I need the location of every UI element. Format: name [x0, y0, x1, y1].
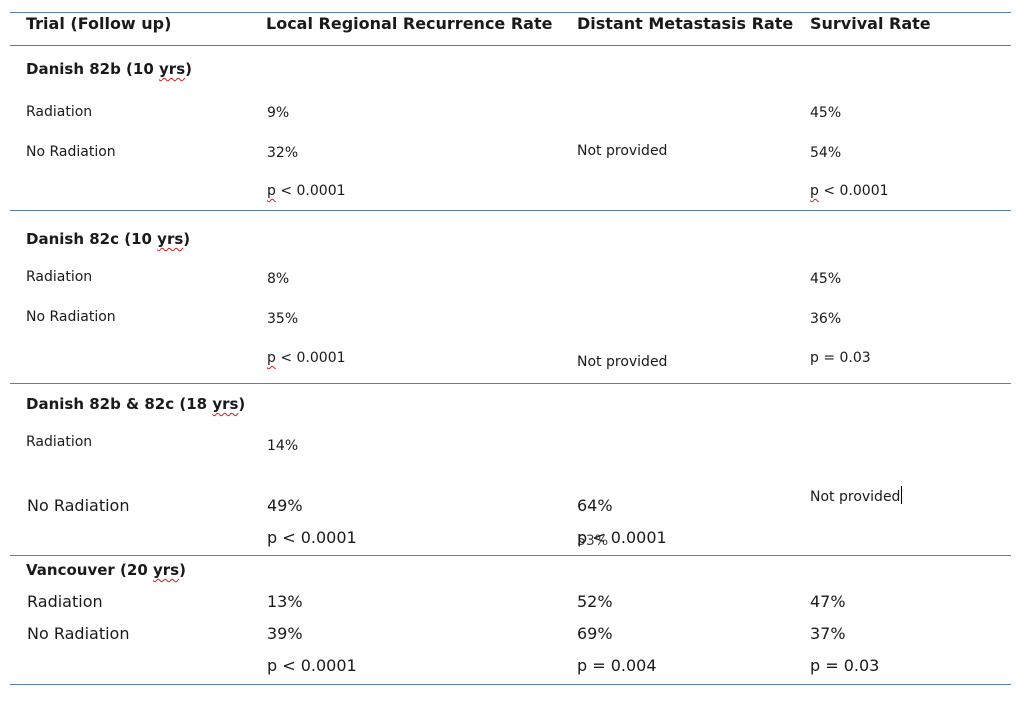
- row-label: Radiation: [26, 269, 93, 285]
- survival-value: 54%: [810, 145, 842, 161]
- column-header-survival: Survival Rate: [810, 14, 931, 33]
- row-label: No Radiation: [27, 624, 130, 643]
- survival-p-value: p = 0.03: [810, 656, 880, 675]
- distant-metastasis-value: Not provided: [577, 354, 668, 370]
- lrr-value: 9%: [267, 105, 290, 121]
- group-title-danish-combined: Danish 82b & 82c (18 yrs): [26, 395, 246, 413]
- header-rule: [10, 45, 1011, 46]
- lrr-p-value: p < 0.0001: [267, 183, 346, 199]
- survival-p-value: p < 0.0001: [810, 183, 889, 199]
- distant-metastasis-value: Not provided: [577, 143, 668, 159]
- survival-value: Not provided: [810, 486, 903, 505]
- group-divider: [10, 555, 1011, 556]
- survival-p-value: p = 0.03: [810, 350, 871, 366]
- survival-value: 47%: [810, 592, 846, 611]
- group-divider: [10, 210, 1011, 211]
- table-bottom-rule: [10, 684, 1011, 685]
- lrr-p-value: p < 0.0001: [267, 656, 357, 675]
- lrr-p-value: p < 0.0001: [267, 528, 357, 547]
- group-divider: [10, 383, 1011, 384]
- distant-metastasis-value: 69%: [577, 624, 613, 643]
- group-title-danish-82b: Danish 82b (10 yrs): [26, 60, 192, 78]
- lrr-value: 49%: [267, 496, 303, 515]
- distant-metastasis-value: 52%: [577, 592, 613, 611]
- row-label: No Radiation: [27, 496, 130, 515]
- distant-metastasis-p-value: p = 0.004: [577, 656, 657, 675]
- row-label: Radiation: [26, 434, 93, 450]
- group-title-vancouver: Vancouver (20 yrs): [26, 561, 186, 579]
- lrr-value: 35%: [267, 311, 299, 327]
- row-label: Radiation: [26, 104, 93, 120]
- lrr-value: 14%: [267, 438, 299, 454]
- lrr-p-value: p < 0.0001: [267, 350, 346, 366]
- column-header-distant-metastasis: Distant Metastasis Rate: [577, 14, 794, 33]
- lrr-value: 39%: [267, 624, 303, 643]
- group-title-danish-82c: Danish 82c (10 yrs): [26, 230, 191, 248]
- row-label: No Radiation: [26, 144, 116, 160]
- text-cursor: [901, 486, 903, 504]
- survival-value: 37%: [810, 624, 846, 643]
- lrr-value: 8%: [267, 271, 290, 287]
- survival-value: 36%: [810, 311, 842, 327]
- lrr-value: 13%: [267, 592, 303, 611]
- survival-value: 45%: [810, 271, 842, 287]
- distant-metastasis-p-value: p < 0.0001: [577, 528, 667, 547]
- survival-value: 45%: [810, 105, 842, 121]
- row-label: No Radiation: [26, 309, 116, 325]
- distant-metastasis-value: 64%: [577, 496, 613, 515]
- table-top-rule: [10, 12, 1011, 13]
- row-label: Radiation: [27, 592, 103, 611]
- overlapping-text: 53%: [577, 533, 609, 549]
- lrr-value: 32%: [267, 145, 299, 161]
- column-header-trial: Trial (Follow up): [26, 14, 172, 33]
- column-header-lrr: Local Regional Recurrence Rate: [266, 14, 553, 33]
